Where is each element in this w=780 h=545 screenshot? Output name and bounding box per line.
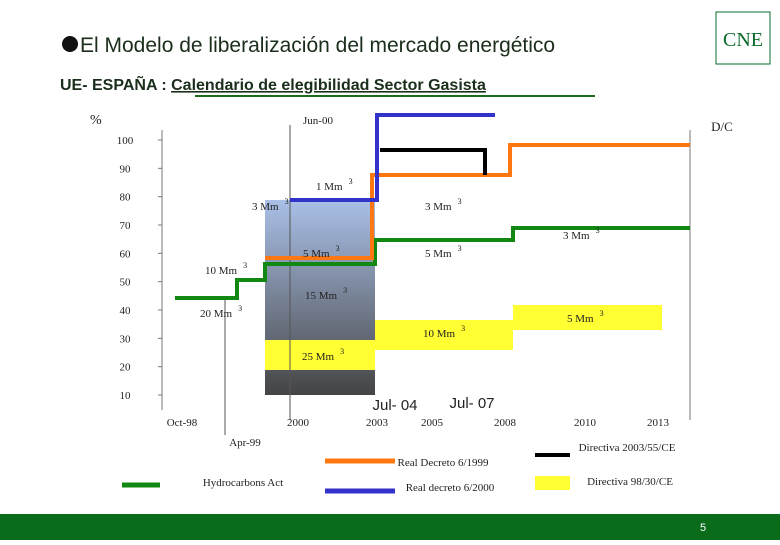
annotation-text: 25 Mm — [302, 351, 335, 363]
blue-step — [290, 113, 495, 202]
annotation-text: 3 Mm — [252, 201, 279, 213]
annotation-sup: 3 — [343, 286, 347, 295]
yellow-block — [513, 305, 662, 330]
annotation: 3 Mm 3 — [252, 197, 289, 213]
black-step — [380, 148, 487, 175]
page-number: 5 — [700, 522, 706, 534]
annotation-sup: 3 — [600, 309, 604, 318]
annotation-text: 3 Mm — [425, 201, 452, 213]
annotation-sup: 3 — [458, 197, 462, 206]
annotation-sup: 3 — [458, 244, 462, 253]
annotation-text: 10 Mm — [423, 328, 456, 340]
x-label: 2008 — [494, 417, 517, 429]
annotation-sup: 3 — [340, 347, 344, 356]
legend-label: Real decreto 6/2000 — [406, 482, 495, 494]
legend-label: Directiva 98/30/CE — [587, 476, 673, 488]
footer-bar — [0, 514, 780, 540]
annotation-text: 15 Mm — [305, 290, 338, 302]
legend-swatch — [535, 476, 570, 490]
y-tick-label: 30 — [120, 333, 132, 345]
annotation: 10 Mm 3 — [205, 261, 247, 277]
x-label: 2000 — [287, 417, 310, 429]
annotation-sup: 3 — [461, 324, 465, 333]
yellow-block — [375, 320, 513, 350]
y-tick-label: 100 — [117, 135, 134, 147]
plot — [161, 113, 691, 435]
x-label: 2010 — [574, 417, 597, 429]
x-label: 2013 — [647, 417, 670, 429]
green-step — [175, 226, 690, 300]
yellow-block — [265, 340, 375, 370]
y-tick-label: 80 — [120, 192, 132, 204]
subtitle-main: Calendario de elegibilidad Sector Gasist… — [171, 77, 486, 94]
y-tick-label: 70 — [120, 220, 132, 232]
annotation: 10 Mm 3 — [423, 324, 465, 340]
annotation-text: 1 Mm — [316, 181, 343, 193]
annotation-sup: 3 — [336, 244, 340, 253]
annotation-sup: 3 — [243, 261, 247, 270]
annotation-text: 5 Mm — [303, 248, 330, 260]
annotation: 5 Mm 3 — [567, 309, 604, 325]
annotation-text: 3 Mm — [563, 230, 590, 242]
annotation: 5 Mm 3 — [425, 244, 462, 260]
x-label: Oct-98 — [167, 417, 198, 429]
y-tick-label: 20 — [120, 362, 132, 374]
date-label: Jul- 07 — [449, 395, 494, 412]
date-label: Jul- 04 — [372, 397, 417, 414]
y-tick-label: 90 — [120, 163, 132, 175]
annotation: 1 Mm 3 — [316, 177, 353, 193]
annotation: 20 Mm 3 — [200, 304, 242, 320]
x-label: Apr-99 — [229, 437, 261, 449]
x-label: 2005 — [421, 417, 444, 429]
orange-step — [265, 143, 690, 260]
annotation-sup: 3 — [596, 226, 600, 235]
subtitle: UE- ESPAÑA : Calendario de elegibilidad … — [60, 74, 486, 94]
title: El Modelo de liberalización del mercado … — [80, 34, 555, 57]
corner-label: D/C — [711, 119, 733, 134]
annotation: 3 Mm 3 — [425, 197, 462, 213]
legend-label: Real Decreto 6/1999 — [397, 457, 489, 469]
y-tick-label: 10 — [120, 390, 132, 402]
legend-label: Directiva 2003/55/CE — [579, 442, 676, 454]
bullet — [62, 36, 78, 52]
y-unit: % — [90, 113, 102, 128]
annotation: 3 Mm 3 — [563, 226, 600, 242]
annotation-text: 10 Mm — [205, 265, 238, 277]
y-tick-label: 40 — [120, 305, 132, 317]
annotation-text: 5 Mm — [567, 313, 594, 325]
logo-box — [715, 11, 771, 65]
y-tick-label: 60 — [120, 248, 132, 260]
x-label: 2003 — [366, 417, 389, 429]
top-label: Jun-00 — [303, 115, 333, 127]
legend-label: Hydrocarbons Act — [203, 477, 283, 489]
logo: CNE — [723, 29, 763, 51]
annotation-text: 5 Mm — [425, 248, 452, 260]
annotation: 5 Mm 3 — [303, 244, 340, 260]
annotation-text: 20 Mm — [200, 308, 233, 320]
annotation-sup: 3 — [238, 304, 242, 313]
subtitle-prefix: UE- ESPAÑA : — [60, 74, 171, 94]
annotation: 25 Mm 3 — [302, 347, 344, 363]
annotation: 15 Mm 3 — [305, 286, 347, 302]
y-tick-label: 50 — [120, 277, 132, 289]
annotation-sup: 3 — [349, 177, 353, 186]
annotation-sup: 3 — [285, 197, 289, 206]
